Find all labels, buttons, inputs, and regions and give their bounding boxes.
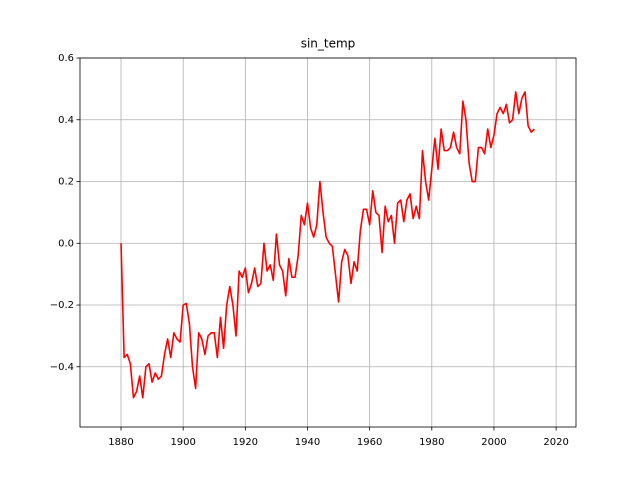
y-tick-label: −0.2 (50, 300, 74, 311)
y-tick-label: 0.4 (58, 115, 74, 126)
line (120, 91, 535, 399)
x-tick-label: 1940 (295, 437, 320, 448)
x-tick-label: 2000 (481, 437, 506, 448)
x-tick-label: 1960 (357, 437, 382, 448)
x-tick-label: 1900 (170, 437, 195, 448)
y-tick-label: 0.6 (58, 53, 74, 64)
x-tick-label: 1880 (108, 437, 133, 448)
y-tick-label: 0.2 (58, 177, 74, 188)
x-tick-label: 1980 (419, 437, 444, 448)
x-tick-label: 2020 (543, 437, 568, 448)
y-tick-label: 0.0 (58, 238, 74, 249)
x-tick-label: 1920 (233, 437, 258, 448)
plot-frame (79, 57, 577, 428)
chart-title: sin_temp (301, 37, 356, 51)
y-tick-label: −0.4 (50, 362, 74, 373)
